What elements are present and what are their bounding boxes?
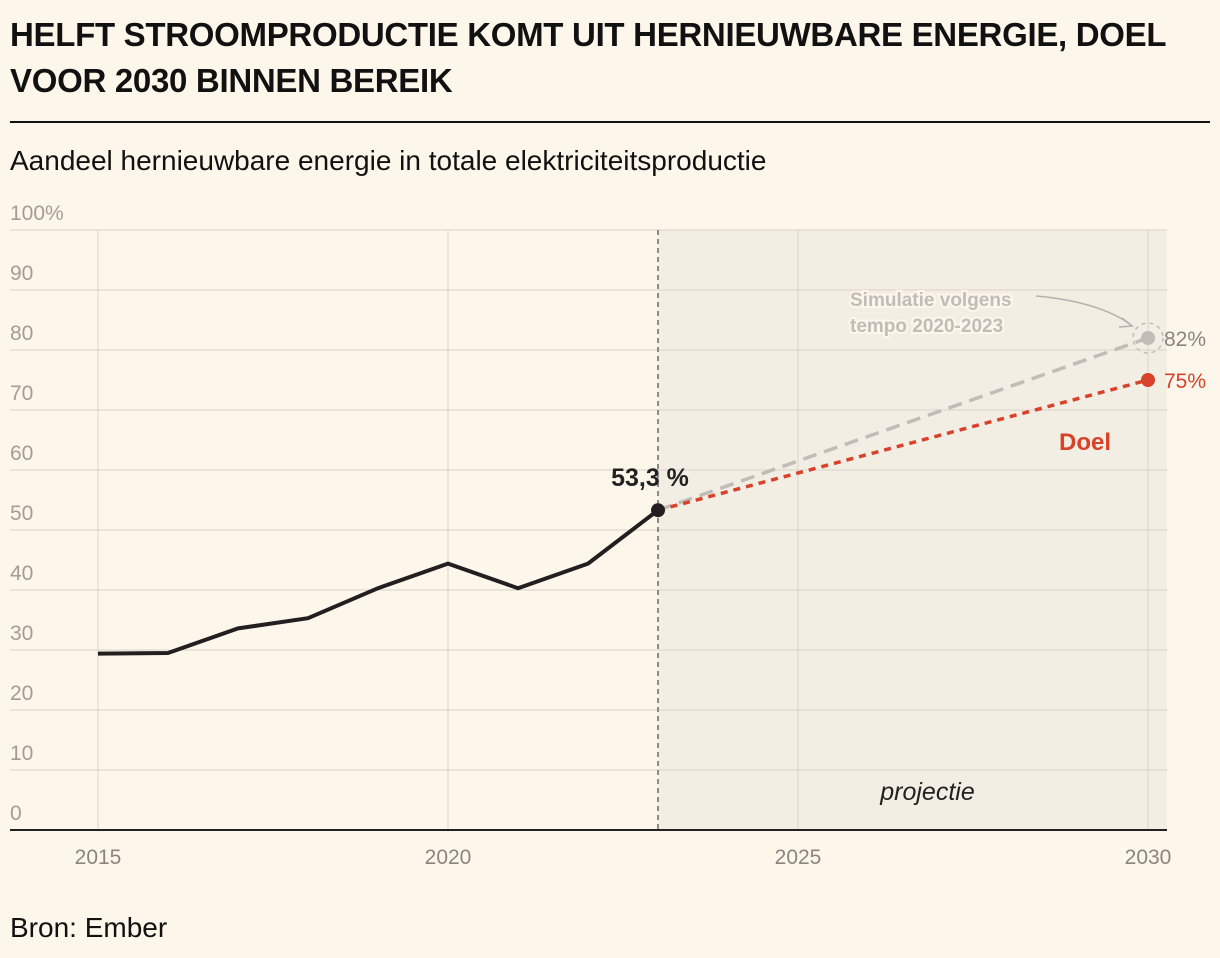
- simulation-annotation-line: tempo 2020-2023: [850, 316, 1003, 337]
- projection-label: projectie: [879, 778, 975, 806]
- simulation-end-point: [1141, 331, 1155, 345]
- simulation-end-halo: [1132, 322, 1164, 354]
- y-tick-label: 60: [10, 442, 33, 465]
- actual-end-label: 53,3 %: [611, 464, 689, 492]
- y-tick-label: 10: [10, 742, 33, 765]
- simulation-end-label: 82%: [1164, 328, 1206, 351]
- actual-end-point: [651, 503, 665, 518]
- target-annotation: Doel: [1059, 429, 1111, 456]
- x-tick-label: 2015: [75, 846, 122, 869]
- chart-subtitle: Aandeel hernieuwbare energie in totale e…: [10, 145, 767, 176]
- y-tick-label: 40: [10, 562, 33, 585]
- target-end-label: 75%: [1164, 370, 1206, 393]
- actual-series-line: [97, 508, 660, 656]
- simulation-annotation-line: Simulatie volgens: [850, 290, 1012, 311]
- y-tick-label: 50: [10, 502, 33, 525]
- y-tick-label: 30: [10, 622, 33, 645]
- y-tick-label: 0: [10, 802, 22, 825]
- target-line: [657, 378, 1149, 512]
- x-tick-label: 2025: [775, 846, 822, 869]
- annotation-arrowhead: [1118, 317, 1134, 328]
- chart-title: HELFT STROOMPRODUCTIE KOMT UIT HERNIEUWB…: [10, 16, 1166, 99]
- y-tick-label: 100%: [10, 202, 64, 225]
- title-divider: [10, 121, 1210, 123]
- y-tick-label: 90: [10, 262, 33, 285]
- y-tick-label: 20: [10, 682, 33, 705]
- x-tick-label: 2020: [425, 846, 472, 869]
- source-note: Bron: Ember: [10, 912, 168, 943]
- target-end-point: [1141, 373, 1155, 387]
- y-tick-label: 70: [10, 382, 33, 405]
- y-tick-label: 80: [10, 322, 33, 345]
- x-tick-label: 2030: [1125, 846, 1172, 869]
